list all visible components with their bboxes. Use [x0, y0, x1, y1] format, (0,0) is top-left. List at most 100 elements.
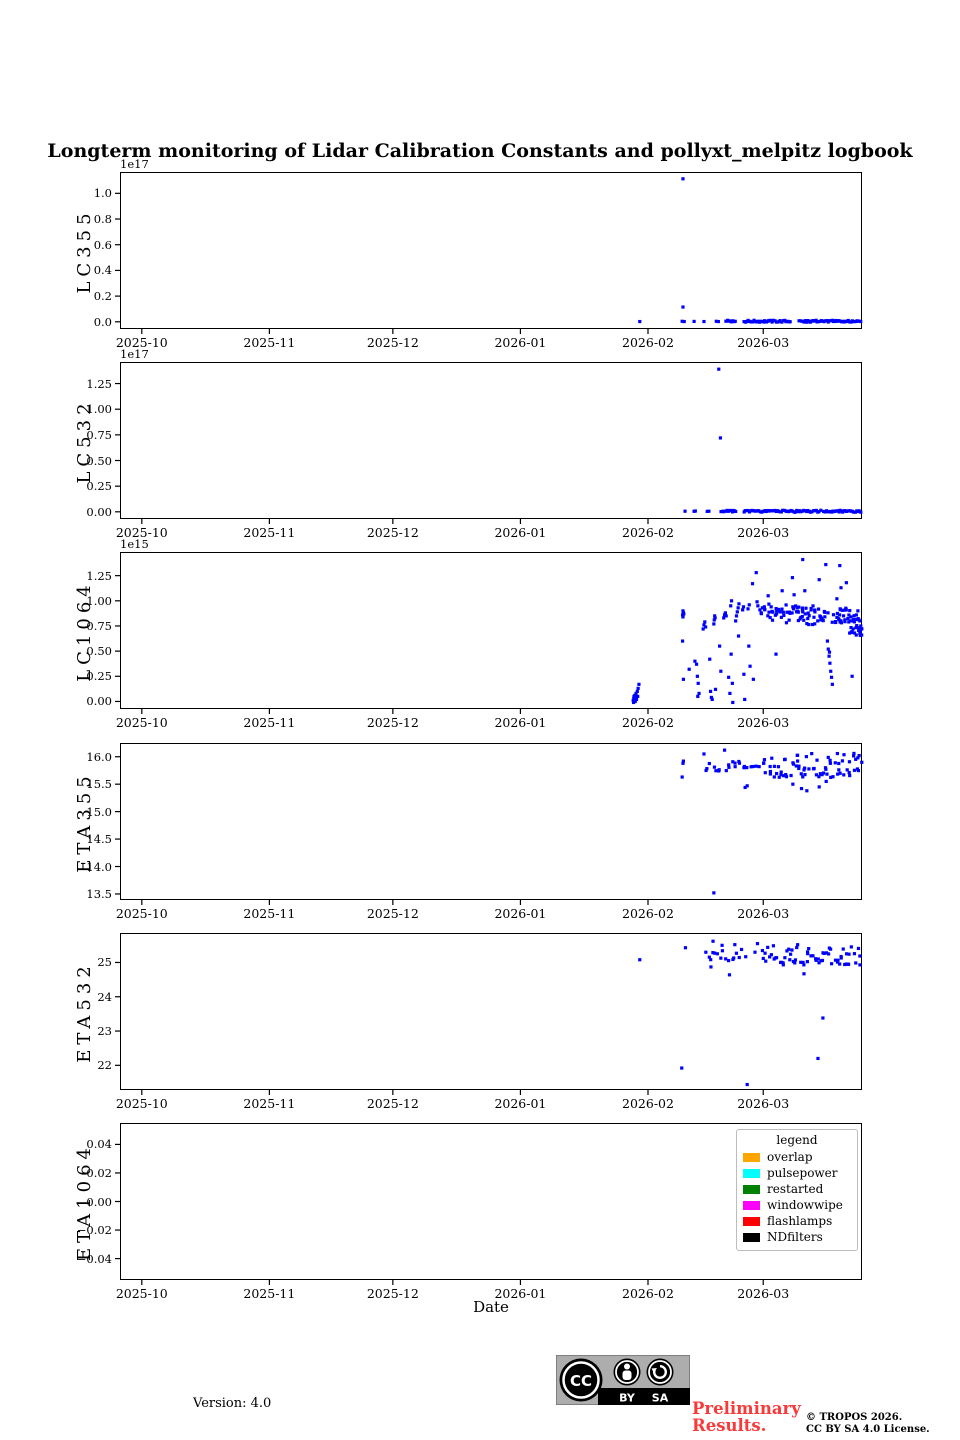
x-tick-label: 2026-03: [737, 335, 790, 350]
x-tick-label: 2026-01: [494, 715, 547, 730]
y-tick-label: 0.02: [86, 1165, 112, 1180]
y-tick-label: −0.04: [76, 1251, 112, 1266]
x-tick-label: 2026-03: [737, 906, 790, 921]
x-tick-label: 2026-02: [622, 1286, 674, 1301]
cc-sa-label: SA: [652, 1392, 669, 1405]
legend-label: pulsepower: [767, 1166, 838, 1180]
x-tick-label: 2025-11: [243, 1096, 296, 1111]
x-tick-label: 2026-02: [622, 906, 674, 921]
y-tick-label: 15.5: [86, 777, 112, 792]
x-axis-label: Date: [473, 1298, 509, 1316]
panel-lc532: LC532: [74, 362, 863, 524]
y-tick-label: −0.02: [76, 1223, 112, 1238]
y-tick-label: 0.50: [86, 453, 112, 468]
axis-offset-label: 1e17: [120, 347, 149, 361]
legend-item-pulsepower: pulsepower: [743, 1165, 851, 1181]
scatter-plot-lc1064: [115, 557, 864, 714]
legend-label: NDfilters: [767, 1230, 823, 1244]
y-tick-label: 14.5: [86, 832, 112, 847]
x-tick-label: 2025-10: [115, 335, 168, 350]
y-tick-label: 0.04: [86, 1137, 112, 1152]
y-tick-label: 14.0: [86, 859, 112, 874]
x-tick-label: 2025-11: [243, 525, 296, 540]
x-tick-label: 2025-12: [366, 1096, 419, 1111]
cc-by-sa-badge-icon: CC BY SA: [556, 1355, 690, 1405]
scatter-plot-lc355: [115, 177, 863, 334]
y-tick-label: 23: [97, 1024, 112, 1039]
x-tick-label: 2026-02: [622, 715, 674, 730]
y-tick-label: 24: [97, 989, 112, 1004]
legend-item-restarted: restarted: [743, 1181, 851, 1197]
panel-eta355: ETA355: [74, 743, 864, 905]
x-tick-label: 2025-12: [366, 525, 419, 540]
panel-eta532: ETA532: [74, 933, 862, 1095]
y-tick-label: 15.0: [86, 804, 112, 819]
y-tick-label: 0.50: [86, 644, 112, 659]
legend-item-windowwipe: windowwipe: [743, 1197, 851, 1213]
x-tick-label: 2025-10: [115, 715, 168, 730]
flashlamps-swatch-icon: [743, 1216, 760, 1226]
y-tick-label: 0.25: [86, 669, 112, 684]
legend-label: windowwipe: [767, 1198, 843, 1212]
x-tick-label: 2025-12: [366, 715, 419, 730]
axis-offset-label: 1e15: [120, 537, 149, 551]
legend-label: restarted: [767, 1182, 824, 1196]
x-tick-label: 2026-01: [494, 525, 547, 540]
x-tick-label: 2026-01: [494, 1286, 547, 1301]
legend-label: overlap: [767, 1150, 813, 1164]
legend-item-overlap: overlap: [743, 1149, 851, 1165]
y-tick-label: 0.0: [93, 314, 112, 329]
legend-item-flashlamps: flashlamps: [743, 1213, 851, 1229]
x-tick-label: 2025-10: [115, 906, 168, 921]
x-tick-label: 2026-03: [737, 715, 790, 730]
x-tick-label: 2025-11: [243, 715, 296, 730]
y-tick-label: 22: [97, 1058, 112, 1073]
x-tick-label: 2026-03: [737, 1096, 790, 1111]
x-tick-label: 2026-03: [737, 1286, 790, 1301]
x-tick-label: 2025-11: [243, 1286, 296, 1301]
panel-eta1064: ETA1064 legend overlap pulsepower restar…: [74, 1123, 862, 1285]
svg-text:CC: CC: [570, 1372, 592, 1390]
x-tick-label: 2026-01: [494, 335, 547, 350]
y-tick-label: 1.0: [93, 186, 112, 201]
x-tick-label: 2025-12: [366, 1286, 419, 1301]
x-tick-label: 2025-10: [115, 1286, 168, 1301]
x-tick-label: 2026-01: [494, 906, 547, 921]
x-tick-label: 2025-11: [243, 335, 296, 350]
y-tick-label: 0.2: [93, 289, 112, 304]
cc-by-label: BY: [619, 1392, 636, 1405]
y-tick-label: 0.6: [93, 237, 112, 252]
legend: legend overlap pulsepower restarted wind…: [736, 1129, 858, 1251]
pulsepower-swatch-icon: [743, 1168, 760, 1178]
scatter-plot-eta355: [115, 748, 864, 905]
x-tick-label: 2026-03: [737, 525, 790, 540]
x-tick-label: 2026-02: [622, 1096, 674, 1111]
panel-lc1064: LC1064: [74, 552, 864, 714]
copyright-text: © TROPOS 2026. CC BY SA 4.0 License.: [806, 1412, 930, 1435]
y-tick-label: 0.75: [86, 618, 112, 633]
y-tick-label: 1.25: [86, 376, 112, 391]
y-tick-label: 0.4: [93, 263, 112, 278]
y-tick-label: 0.8: [93, 212, 112, 227]
y-tick-label: 0.25: [86, 479, 112, 494]
version-text: Version: 4.0: [193, 1396, 272, 1411]
y-tick-label: 0.00: [86, 504, 112, 519]
axis-offset-label: 1e17: [120, 157, 149, 171]
y-tick-label: 13.5: [86, 886, 112, 901]
x-tick-label: 2026-02: [622, 335, 674, 350]
y-tick-label: 1.25: [86, 568, 112, 583]
x-tick-label: 2026-01: [494, 1096, 547, 1111]
x-tick-label: 2025-11: [243, 906, 296, 921]
y-tick-label: 1.00: [86, 593, 112, 608]
windowwipe-swatch-icon: [743, 1200, 760, 1210]
scatter-plot-eta532: [115, 939, 862, 1095]
scatter-plot-eta1064: [115, 1143, 764, 1285]
x-tick-label: 2026-02: [622, 525, 674, 540]
x-tick-label: 2025-12: [366, 335, 419, 350]
y-tick-label: 1.00: [86, 402, 112, 417]
figure-title: Longterm monitoring of Lidar Calibration…: [47, 140, 913, 162]
restarted-swatch-icon: [743, 1184, 760, 1194]
panel-lc355: LC355: [74, 172, 863, 334]
x-tick-label: 2025-12: [366, 906, 419, 921]
